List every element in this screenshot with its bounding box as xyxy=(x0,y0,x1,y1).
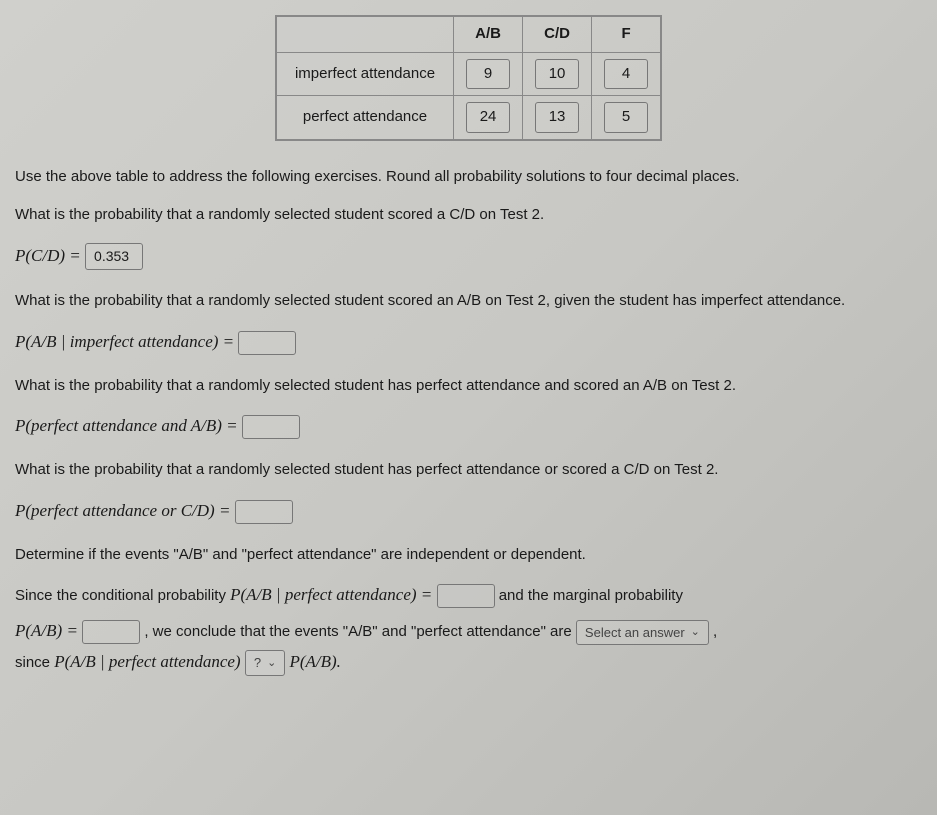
formula-marginal: P(A/B) = xyxy=(15,621,82,640)
question-1: What is the probability that a randomly … xyxy=(15,204,922,227)
answer-input-marginal[interactable] xyxy=(82,620,140,644)
formula-pab: P(A/B). xyxy=(289,652,340,671)
cell-value: 4 xyxy=(604,59,648,90)
row-label: imperfect attendance xyxy=(276,52,454,96)
q5-text: Since the conditional probability xyxy=(15,587,230,604)
cell-value: 10 xyxy=(535,59,579,90)
cell-value: 24 xyxy=(466,102,510,133)
formula-lhs: P(perfect attendance and A/B) = xyxy=(15,416,242,435)
select-relation[interactable]: ? ⌄ xyxy=(245,650,285,676)
table-corner xyxy=(276,16,454,52)
answer-input-perfect-and-ab[interactable] xyxy=(242,415,300,439)
question-3: What is the probability that a randomly … xyxy=(15,375,922,398)
table-row: imperfect attendance 9 10 4 xyxy=(276,52,661,96)
cell-value: 9 xyxy=(466,59,510,90)
col-header: A/B xyxy=(454,16,523,52)
question-4: What is the probability that a randomly … xyxy=(15,459,922,482)
formula-lhs: P(C/D) = xyxy=(15,246,85,265)
chevron-down-icon: ⌄ xyxy=(691,624,700,641)
chevron-down-icon: ⌄ xyxy=(267,655,276,672)
col-header: F xyxy=(592,16,662,52)
formula-cond: P(A/B | perfect attendance) = xyxy=(230,585,436,604)
col-header: C/D xyxy=(523,16,592,52)
q5-text: , we conclude that the events "A/B" and … xyxy=(144,623,576,640)
select-independence[interactable]: Select an answer ⌄ xyxy=(576,620,709,646)
data-table: A/B C/D F imperfect attendance 9 10 4 pe… xyxy=(275,15,662,141)
row-label: perfect attendance xyxy=(276,96,454,140)
q5-text: since xyxy=(15,654,54,671)
cell-value: 13 xyxy=(535,102,579,133)
answer-input-conditional[interactable] xyxy=(437,584,495,608)
question-2: What is the probability that a randomly … xyxy=(15,290,922,313)
formula-cond-2: P(A/B | perfect attendance) xyxy=(54,652,245,671)
cell-value: 5 xyxy=(604,102,648,133)
select-placeholder: ? xyxy=(254,653,261,673)
answer-input-perfect-or-cd[interactable] xyxy=(235,500,293,524)
formula-lhs: P(A/B | imperfect attendance) = xyxy=(15,332,238,351)
formula-lhs: P(perfect attendance or C/D) = xyxy=(15,501,235,520)
q5-text: , xyxy=(713,623,717,640)
select-placeholder: Select an answer xyxy=(585,623,685,643)
table-row: perfect attendance 24 13 5 xyxy=(276,96,661,140)
answer-input-pab-given-imperfect[interactable] xyxy=(238,331,296,355)
q5-text: and the marginal probability xyxy=(499,587,683,604)
answer-input-pcd[interactable]: 0.353 xyxy=(85,243,143,270)
instructions-text: Use the above table to address the follo… xyxy=(15,166,922,189)
question-5: Determine if the events "A/B" and "perfe… xyxy=(15,544,922,567)
